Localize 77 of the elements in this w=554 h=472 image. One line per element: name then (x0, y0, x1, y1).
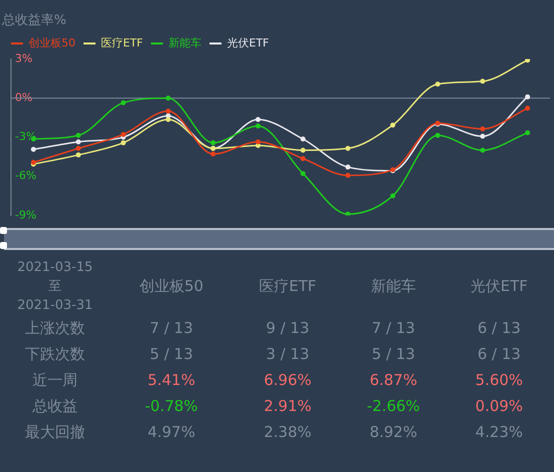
y-tick-label: -9% (15, 208, 36, 222)
point (76, 146, 81, 151)
point (480, 148, 486, 153)
point (390, 193, 396, 198)
text: 6.87% (370, 371, 418, 389)
category-label: 总收益 (32, 396, 78, 414)
point (525, 94, 530, 100)
point (120, 140, 126, 146)
legend-label: 创业板50 (28, 36, 76, 50)
category-label: 光伏ETF (469, 276, 529, 297)
point (120, 132, 126, 137)
text: 4.97% (148, 423, 196, 441)
y-axis-title: 总收益率% (1, 12, 66, 28)
category-label: 上涨次数 (25, 318, 85, 336)
point (76, 139, 81, 144)
point (300, 171, 306, 176)
text: 2.38% (264, 423, 312, 441)
point (76, 152, 81, 158)
category-label: 最大回撤 (25, 422, 85, 440)
point (345, 172, 350, 178)
text: 至 (48, 279, 62, 294)
y-tick-label: 3% (15, 52, 32, 65)
point (256, 123, 261, 128)
category-label: 下跌次数 (25, 344, 85, 362)
point (525, 59, 530, 63)
point (345, 212, 350, 216)
legend-label: 新能车 (168, 36, 202, 50)
point (480, 134, 486, 139)
text: 9 / 13 (266, 319, 310, 337)
legend-label: 医疗ETF (100, 36, 143, 50)
text: 8.92% (370, 423, 418, 441)
text: 7 / 13 (150, 319, 194, 337)
point (256, 116, 261, 122)
point (300, 148, 306, 153)
y-tick-label: -6% (15, 169, 36, 182)
category-label: 医疗ETF (258, 276, 318, 297)
text: 2021-03-31 (17, 298, 93, 313)
y-tick-label: 0% (15, 90, 32, 104)
point (480, 78, 486, 84)
point (210, 140, 216, 146)
text: 7 / 13 (372, 319, 415, 337)
point (166, 108, 171, 114)
text: 4.23% (475, 423, 523, 441)
point (300, 136, 306, 142)
point (480, 126, 486, 132)
text: 2021-03-15 (17, 260, 93, 275)
point (435, 132, 440, 138)
text: 5 / 13 (150, 345, 194, 363)
point (345, 146, 350, 151)
category-label: 近一周 (32, 370, 78, 388)
point (525, 106, 530, 111)
text: 2.91% (264, 397, 312, 415)
category-label: 新能车 (370, 276, 417, 297)
category-label: 创业板50 (138, 276, 204, 297)
point (120, 100, 126, 106)
text: 3 / 13 (266, 345, 310, 363)
point (345, 164, 350, 170)
point (210, 152, 216, 157)
legend-label: 光伏ETF (226, 36, 269, 50)
text: 5.60% (475, 371, 523, 389)
point (525, 130, 530, 136)
point (76, 132, 81, 138)
text: 5 / 13 (372, 345, 415, 363)
text: -2.66% (366, 397, 420, 415)
text: -0.78% (144, 397, 198, 415)
point (256, 139, 261, 144)
point (166, 96, 171, 101)
point (435, 82, 440, 87)
text: 6.96% (264, 371, 312, 389)
text: 5.41% (148, 371, 196, 389)
text: 0.09% (475, 397, 523, 415)
point (166, 116, 171, 122)
text: 6 / 13 (478, 319, 521, 337)
text: 6 / 13 (478, 345, 521, 363)
point (30, 146, 36, 152)
point (300, 156, 306, 162)
point (390, 122, 396, 128)
